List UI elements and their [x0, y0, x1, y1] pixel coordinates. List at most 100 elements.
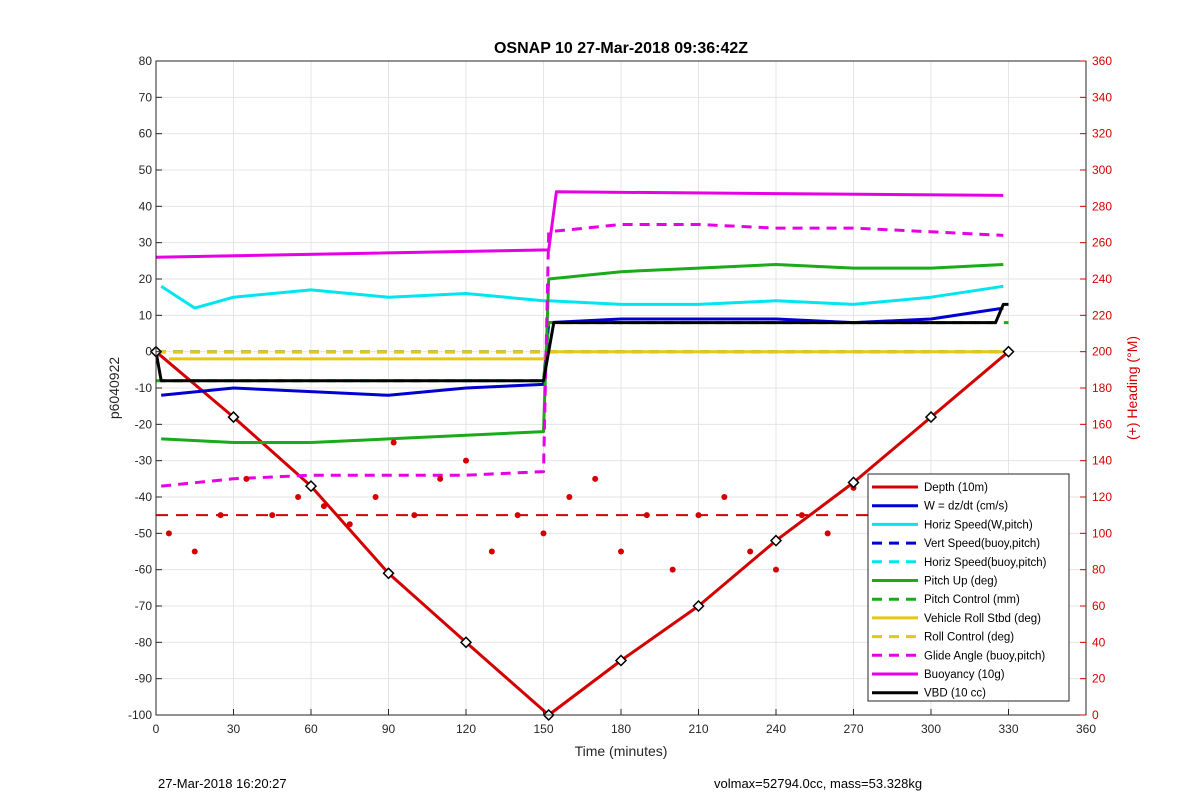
y-tick-label: -50 — [135, 526, 153, 540]
depth-marker — [924, 411, 938, 424]
y2-tick-label: 320 — [1092, 127, 1112, 141]
x-tick-label: 240 — [766, 722, 786, 736]
y2-tick-label: 140 — [1092, 454, 1112, 468]
x-tick-label: 90 — [382, 722, 396, 736]
series-buoyancy-10g — [155, 190, 1004, 259]
heading-point — [643, 512, 650, 519]
x-tick-label: 270 — [843, 722, 863, 736]
y-tick-label: -10 — [135, 381, 153, 395]
heading-point — [295, 494, 302, 500]
y2-axis-ticks: 0 20 40 60 80 100 120 140 160 180 200 220 240 260 280 3… — [1080, 54, 1112, 722]
x-tick-label: 210 — [688, 722, 708, 736]
y-tick-label: 0 — [145, 345, 152, 359]
y2-tick-label: 300 — [1092, 163, 1112, 177]
y-tick-label: 70 — [139, 90, 153, 104]
y2-tick-label: 200 — [1092, 345, 1112, 359]
x-tick-label: 60 — [304, 722, 318, 736]
legend-label: Vehicle Roll Stbd (deg) — [924, 613, 1041, 625]
y2-tick-label: 160 — [1092, 417, 1112, 431]
y2-tick-label: 260 — [1092, 236, 1112, 250]
x-tick-label: 150 — [533, 722, 553, 736]
heading-point — [217, 512, 224, 519]
y-tick-label: 50 — [139, 163, 153, 177]
legend-label: Buoyancy (10g) — [924, 669, 1005, 681]
x-tick-label: 180 — [611, 722, 631, 736]
y-tick-label: -90 — [135, 672, 153, 686]
y2-tick-label: 60 — [1092, 599, 1106, 613]
legend-label: VBD (10 cc) — [924, 688, 986, 700]
heading-point — [372, 494, 379, 500]
heading-point — [269, 512, 276, 519]
heading-point — [592, 475, 599, 482]
y2-tick-label: 180 — [1092, 381, 1112, 395]
heading-point — [346, 521, 353, 528]
depth-marker — [227, 411, 240, 424]
footer-timestamp: 27-Mar-2018 16:20:27 — [158, 776, 287, 791]
legend-label: Horiz Speed(W,pitch) — [924, 519, 1033, 531]
x-tick-label: 30 — [227, 722, 241, 736]
heading-point — [747, 548, 754, 555]
y2-tick-label: 100 — [1092, 526, 1112, 540]
heading-point — [437, 475, 444, 482]
depth-marker — [382, 567, 395, 580]
depth-marker — [614, 654, 628, 667]
legend: Depth (10m) W = dz/dt (cm/s) Horiz Speed(W… — [867, 473, 1070, 702]
y2-tick-label: 80 — [1092, 563, 1106, 577]
y2-tick-label: 280 — [1092, 199, 1112, 213]
chart-title: OSNAP 10 27-Mar-2018 09:36:42Z — [494, 40, 748, 57]
legend-label: Depth (10m) — [924, 482, 988, 494]
y-tick-label: -30 — [135, 454, 153, 468]
legend-label: W = dz/dt (cm/s) — [924, 501, 1008, 513]
y-tick-label: -20 — [135, 417, 153, 431]
y2-tick-label: 240 — [1092, 272, 1112, 286]
y-axis-title: p6040922 — [106, 357, 122, 420]
heading-point — [773, 566, 779, 573]
heading-point — [566, 494, 573, 500]
y-tick-label: 60 — [139, 127, 153, 141]
legend-box — [867, 473, 1070, 702]
heading-point — [165, 530, 172, 537]
legend-label: Pitch Up (deg) — [924, 576, 998, 588]
heading-point — [695, 512, 702, 519]
depth-marker — [304, 480, 318, 493]
y2-tick-label: 20 — [1092, 672, 1106, 686]
y-axis-ticks: -100-90-80-70-60-50-40-30-20-10010203040… — [128, 54, 162, 722]
heading-point — [463, 457, 469, 464]
heading-point — [243, 475, 250, 482]
x-axis-title: Time (minutes) — [575, 743, 668, 759]
series-vbd-10-cc — [154, 302, 1009, 383]
x-tick-label: 300 — [921, 722, 941, 736]
y2-tick-label: 120 — [1092, 490, 1112, 504]
depth-markers — [149, 345, 1015, 722]
heading-point — [390, 439, 397, 446]
heading-point — [191, 548, 198, 555]
footer-volmax-mass: volmax=52794.0cc, mass=53.328kg — [714, 776, 922, 791]
heading-point — [824, 530, 831, 537]
y-tick-label: -60 — [135, 563, 153, 577]
heading-point — [721, 494, 728, 500]
heading-point — [798, 512, 805, 519]
heading-point — [514, 512, 521, 519]
y2-tick-label: 220 — [1092, 308, 1112, 322]
depth-marker — [692, 599, 705, 613]
depth-marker — [1002, 345, 1015, 358]
series-pitch-up-deg — [161, 263, 1004, 444]
series-glide-angle-buoy-pitch — [161, 223, 1004, 488]
heading-point — [320, 503, 327, 510]
x-tick-label: 0 — [153, 722, 160, 736]
y2-tick-label: 340 — [1092, 90, 1112, 104]
x-axis-ticks: 0 30 60 90 120 150 180 210 240 270 300 330 360 — [153, 709, 1096, 736]
y-tick-label: 40 — [139, 199, 153, 213]
heading-point — [669, 566, 676, 573]
y-tick-label: 20 — [139, 272, 153, 286]
legend-label: Vert Speed(buoy,pitch) — [924, 538, 1040, 550]
x-tick-label: 120 — [456, 722, 476, 736]
legend-label: Glide Angle (buoy,pitch) — [924, 650, 1045, 662]
depth-marker — [459, 636, 473, 649]
y-tick-label: -40 — [135, 490, 153, 504]
y-tick-label: -70 — [135, 599, 153, 613]
legend-label: Pitch Control (mm) — [924, 594, 1020, 606]
legend-label: Roll Control (deg) — [924, 632, 1014, 644]
series-layer — [154, 190, 1010, 717]
